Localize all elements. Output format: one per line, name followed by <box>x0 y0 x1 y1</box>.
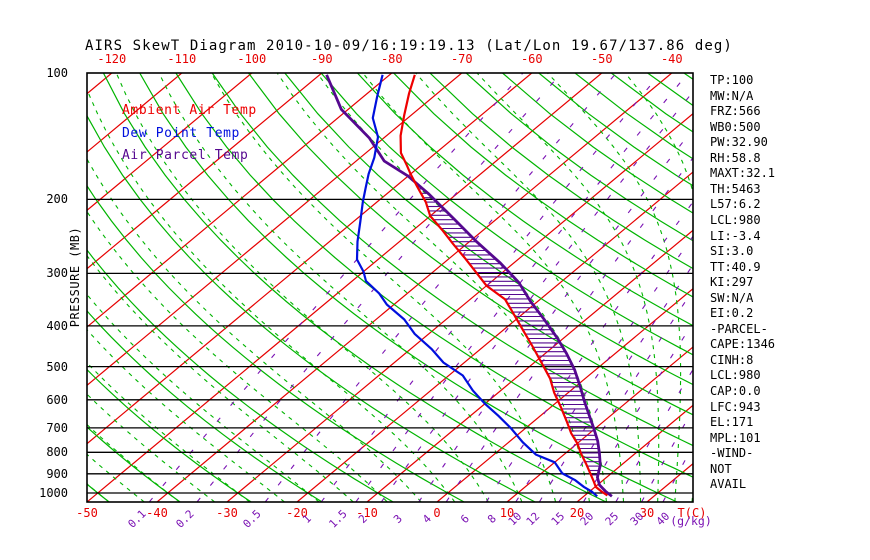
pressure-axis-title: PRESSURE (MB) <box>68 226 82 328</box>
pressure-tick: 900 <box>46 466 68 481</box>
pressure-tick: 800 <box>46 445 68 460</box>
stat-line: TP:100 <box>710 73 754 87</box>
top-temp-tick: -60 <box>520 52 543 66</box>
stat-line: MAXT:32.1 <box>710 166 776 181</box>
stat-line: NOT <box>710 461 732 476</box>
bottom-temp-tick: -30 <box>216 506 238 520</box>
top-temp-tick: -120 <box>97 52 127 66</box>
top-temp-tick: -80 <box>380 52 403 66</box>
chart-title: AIRS SkewT Diagram 2010-10-09/16:19:19.1… <box>85 38 733 54</box>
stat-line: LI:-3.4 <box>710 228 761 243</box>
bottom-temp-tick: 0 <box>433 506 441 520</box>
stat-line: LCL:980 <box>710 368 761 383</box>
stat-line: L57:6.2 <box>710 197 761 212</box>
legend-item-dewpoint: Dew Point Temp <box>122 126 240 141</box>
bottom-temp-tick: 10 <box>499 506 515 520</box>
legend-item-parcel: Air Parcel Temp <box>122 148 249 163</box>
bottom-temp-tick: 30 <box>639 506 655 520</box>
stat-line: LCL:980 <box>710 213 761 227</box>
stat-line: CAP:0.0 <box>710 384 761 398</box>
bottom-temp-tick: -40 <box>146 506 168 520</box>
stat-line: LFC:943 <box>710 399 761 414</box>
legend-item-ambient: Ambient Air Temp <box>122 103 257 118</box>
top-temp-tick: -70 <box>450 52 473 66</box>
stat-line: CAPE:1346 <box>710 337 776 352</box>
stat-line: -WIND- <box>710 446 754 461</box>
pressure-tick: 100 <box>46 66 68 80</box>
stat-line: TH:5463 <box>710 181 761 196</box>
pressure-tick: 200 <box>46 192 68 207</box>
pressure-tick: 600 <box>46 392 68 407</box>
stat-line: EI:0.2 <box>710 306 754 321</box>
stat-line: KI:297 <box>710 275 754 290</box>
mixing-ratio-unit: (g/kg) <box>670 514 712 528</box>
top-temp-tick: -110 <box>167 52 197 66</box>
top-temp-tick: -100 <box>237 52 267 66</box>
bottom-temp-tick: -20 <box>286 506 308 520</box>
pressure-tick: 1000 <box>39 486 68 500</box>
temp-axis-unit: T(C) <box>677 506 707 520</box>
pressure-tick: 400 <box>46 318 68 333</box>
stat-line: WB0:500 <box>710 119 761 134</box>
stat-line: AVAIL <box>710 477 747 492</box>
stat-line: TT:40.9 <box>710 259 761 274</box>
bottom-temp-tick: 20 <box>569 506 585 520</box>
pressure-tick: 700 <box>46 420 68 435</box>
stat-line: MPL:101 <box>710 430 761 445</box>
pressure-tick: 500 <box>46 359 68 374</box>
stat-line: FRZ:566 <box>710 104 761 119</box>
stat-line: CINH:8 <box>710 352 754 367</box>
stat-line: -PARCEL- <box>710 321 768 336</box>
pressure-tick: 300 <box>46 266 68 281</box>
bottom-temp-tick: -50 <box>76 506 98 520</box>
bottom-temp-tick: -10 <box>356 506 378 520</box>
stat-line: SI:3.0 <box>710 244 754 259</box>
stat-line: RH:58.8 <box>710 150 761 165</box>
stat-line: SW:N/A <box>710 290 754 305</box>
top-temp-tick: -50 <box>590 52 613 66</box>
top-temp-tick: -40 <box>660 52 683 66</box>
top-temp-tick: -90 <box>310 52 333 66</box>
stat-line: MW:N/A <box>710 88 754 103</box>
stat-line: EL:171 <box>710 415 754 430</box>
stat-line: PW:32.90 <box>710 135 768 150</box>
